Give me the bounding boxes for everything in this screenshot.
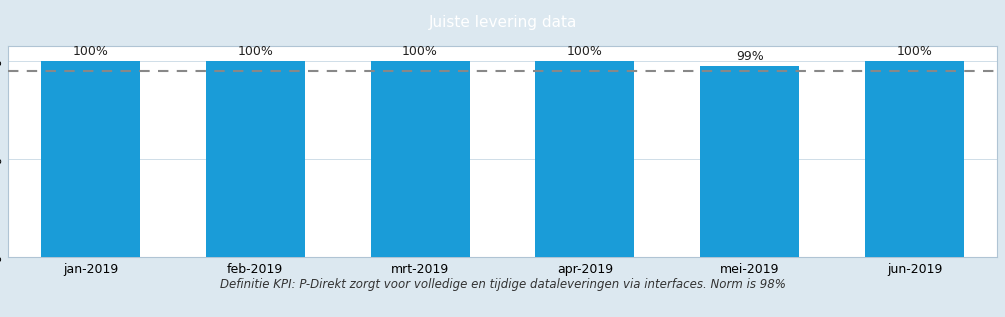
Bar [371,61,469,257]
Bar [536,61,634,257]
Text: 99%: 99% [736,50,764,63]
Bar [700,66,799,257]
Text: 100%: 100% [896,45,933,58]
Bar [41,61,140,257]
Bar [206,61,305,257]
Text: Definitie KPI: P-Direkt zorgt voor volledige en tijdige dataleveringen via inter: Definitie KPI: P-Direkt zorgt voor volle… [219,278,786,291]
Text: 100%: 100% [237,45,273,58]
Text: 100%: 100% [72,45,109,58]
Text: 100%: 100% [567,45,603,58]
Text: 100%: 100% [402,45,438,58]
Text: Juiste levering data: Juiste levering data [428,16,577,30]
Bar [865,61,964,257]
